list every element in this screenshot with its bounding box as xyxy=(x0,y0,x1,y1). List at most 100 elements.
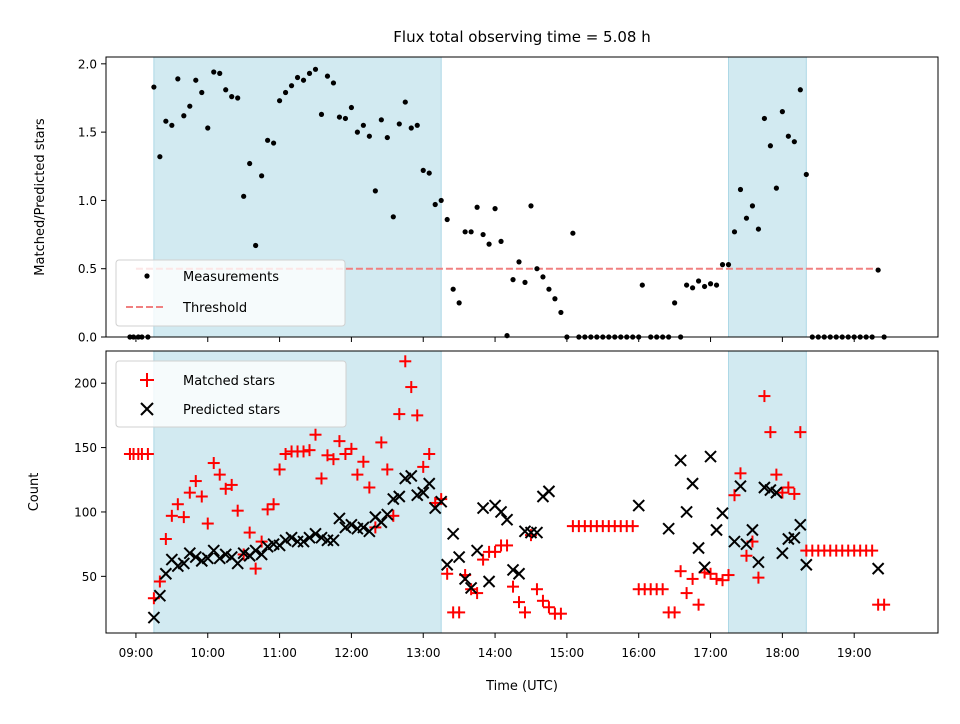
measurement-point xyxy=(223,87,228,92)
x-tick-label: 10:00 xyxy=(190,646,225,660)
measurement-point xyxy=(486,242,491,247)
measurement-point xyxy=(690,285,695,290)
measurement-point xyxy=(277,98,282,103)
measurement-point xyxy=(433,202,438,207)
measurement-point xyxy=(271,140,276,145)
measurement-point xyxy=(640,282,645,287)
top-y-axis-label: Matched/Predicted stars xyxy=(33,118,48,276)
measurement-point xyxy=(265,138,270,143)
bottom-y-axis-label: Count xyxy=(27,473,42,512)
measurement-point xyxy=(780,109,785,114)
y-tick-label: 50 xyxy=(82,570,97,584)
measurement-point xyxy=(522,280,527,285)
measurement-point xyxy=(732,229,737,234)
x-tick-label: 12:00 xyxy=(334,646,369,660)
measurement-point xyxy=(211,69,216,74)
measurement-point xyxy=(720,262,725,267)
y-tick-label: 150 xyxy=(74,441,97,455)
legend-threshold-label: Threshold xyxy=(182,301,247,316)
measurement-point xyxy=(463,229,468,234)
measurement-point xyxy=(534,266,539,271)
measurement-point xyxy=(259,173,264,178)
measurement-point xyxy=(235,95,240,100)
legend-matched-label: Matched stars xyxy=(183,374,275,389)
y-tick-label: 1.5 xyxy=(78,126,97,140)
measurement-point xyxy=(498,239,503,244)
measurement-point xyxy=(199,90,204,95)
measurement-point xyxy=(397,121,402,126)
measurement-point xyxy=(253,243,258,248)
measurement-point xyxy=(792,139,797,144)
measurement-point xyxy=(241,194,246,199)
measurement-point xyxy=(313,67,318,72)
y-tick-label: 0.0 xyxy=(78,331,97,345)
x-tick-label: 17:00 xyxy=(693,646,728,660)
measurement-point xyxy=(301,78,306,83)
legend-measurements-label: Measurements xyxy=(183,270,279,285)
measurement-point xyxy=(229,94,234,99)
measurement-point xyxy=(187,104,192,109)
y-tick-label: 100 xyxy=(74,505,97,519)
measurement-point xyxy=(480,232,485,237)
measurement-point xyxy=(391,214,396,219)
flux-figure: Flux total observing time = 5.08 h 0.0 0.… xyxy=(0,0,960,720)
measurement-point xyxy=(349,105,354,110)
y-tick-label: 2.0 xyxy=(78,57,97,71)
figure-background xyxy=(0,0,960,720)
measurement-point xyxy=(385,135,390,140)
measurement-point xyxy=(427,170,432,175)
measurement-point xyxy=(415,123,420,128)
measurement-point xyxy=(325,74,330,79)
measurement-point xyxy=(702,284,707,289)
measurement-point xyxy=(319,112,324,117)
y-tick-label: 0.5 xyxy=(78,262,97,276)
x-tick-label: 18:00 xyxy=(765,646,800,660)
measurement-point xyxy=(552,296,557,301)
measurement-point xyxy=(708,281,713,286)
measurement-point xyxy=(516,259,521,264)
x-tick-label: 13:00 xyxy=(406,646,441,660)
measurement-point xyxy=(714,282,719,287)
measurement-point xyxy=(205,125,210,130)
x-tick-label: 19:00 xyxy=(837,646,872,660)
measurement-point xyxy=(492,206,497,211)
legend-predicted-label: Predicted stars xyxy=(183,403,280,418)
measurement-point xyxy=(355,130,360,135)
measurement-point xyxy=(217,71,222,76)
measurement-point xyxy=(295,75,300,80)
measurement-point xyxy=(157,154,162,159)
x-tick-label: 16:00 xyxy=(621,646,656,660)
measurement-point xyxy=(439,198,444,203)
measurement-point xyxy=(798,87,803,92)
x-tick-label: 11:00 xyxy=(262,646,297,660)
measurement-point xyxy=(475,205,480,210)
measurement-point xyxy=(361,123,366,128)
measurement-point xyxy=(163,119,168,124)
measurement-point xyxy=(786,134,791,139)
measurement-point xyxy=(528,203,533,208)
measurement-point xyxy=(469,229,474,234)
measurement-point xyxy=(540,274,545,279)
measurement-point xyxy=(876,267,881,272)
measurement-point xyxy=(331,80,336,85)
measurement-point xyxy=(738,187,743,192)
legend-measurements-marker xyxy=(144,273,149,278)
highlight-span xyxy=(729,57,807,337)
y-tick-label: 1.0 xyxy=(78,194,97,208)
measurement-point xyxy=(373,188,378,193)
measurement-point xyxy=(451,287,456,292)
measurement-point xyxy=(558,310,563,315)
measurement-point xyxy=(774,186,779,191)
measurement-point xyxy=(756,226,761,231)
measurement-point xyxy=(804,172,809,177)
chart-title: Flux total observing time = 5.08 h xyxy=(393,28,650,46)
measurement-point xyxy=(684,282,689,287)
measurement-point xyxy=(367,134,372,139)
measurement-point xyxy=(307,71,312,76)
x-axis-label: Time (UTC) xyxy=(485,679,558,694)
measurement-point xyxy=(672,300,677,305)
measurement-point xyxy=(570,231,575,236)
measurement-point xyxy=(169,123,174,128)
measurement-point xyxy=(510,277,515,282)
measurement-point xyxy=(283,90,288,95)
